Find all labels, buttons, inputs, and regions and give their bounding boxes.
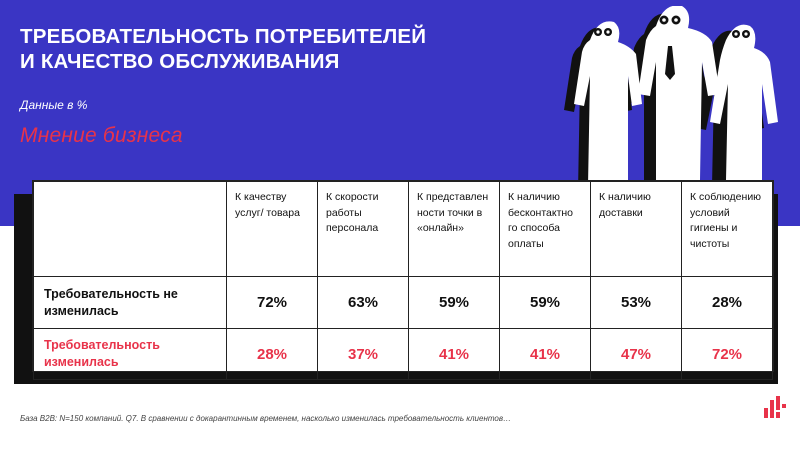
column-header: К представлен ности точки в «онлайн»: [408, 181, 500, 277]
column-header: К качеству услуг/ товара: [226, 181, 318, 277]
data-unit-note: Данные в %: [20, 98, 88, 112]
value-cell: 53%: [590, 276, 682, 329]
results-table: К качеству услуг/ товара К скорости рабо…: [32, 180, 774, 380]
row-label: Требовательность изменилась: [33, 328, 227, 380]
value-cell: 28%: [226, 328, 318, 380]
value-cell: 72%: [681, 328, 773, 380]
table-header-row: К качеству услуг/ товара К скорости рабо…: [33, 181, 773, 277]
row-label: Требовательность не изменилась: [33, 276, 227, 329]
column-header: К соблюдению условий гигиены и чистоты: [681, 181, 773, 277]
table-row: Требовательность не изменилась 72% 63% 5…: [33, 276, 773, 329]
value-cell: 59%: [408, 276, 500, 329]
value-cell: 63%: [317, 276, 409, 329]
footnote: База B2B: N=150 компаний. Q7. В сравнени…: [20, 414, 512, 423]
title-line-2: И КАЧЕСТВО ОБСЛУЖИВАНИЯ: [20, 50, 340, 73]
table-corner-cell: [33, 181, 227, 277]
brand-logo-icon: [764, 396, 786, 418]
title-line-1: ТРЕБОВАТЕЛЬНОСТЬ ПОТРЕБИТЕЛЕЙ: [20, 25, 427, 48]
value-cell: 59%: [499, 276, 591, 329]
value-cell: 41%: [408, 328, 500, 380]
value-cell: 37%: [317, 328, 409, 380]
value-cell: 47%: [590, 328, 682, 380]
table-row: Требовательность изменилась 28% 37% 41% …: [33, 328, 773, 380]
value-cell: 41%: [499, 328, 591, 380]
column-header: К наличию бесконтактно го способа оплаты: [499, 181, 591, 277]
page-title: ТРЕБОВАТЕЛЬНОСТЬ ПОТРЕБИТЕЛЕЙ И КАЧЕСТВО…: [20, 24, 426, 74]
demand-table: К качеству услуг/ товара К скорости рабо…: [33, 181, 773, 380]
value-cell: 72%: [226, 276, 318, 329]
column-header: К наличию доставки: [590, 181, 682, 277]
section-heading: Мнение бизнеса: [20, 124, 183, 147]
value-cell: 28%: [681, 276, 773, 329]
column-header: К скорости работы персонала: [317, 181, 409, 277]
people-silhouettes-illustration: [564, 6, 778, 186]
